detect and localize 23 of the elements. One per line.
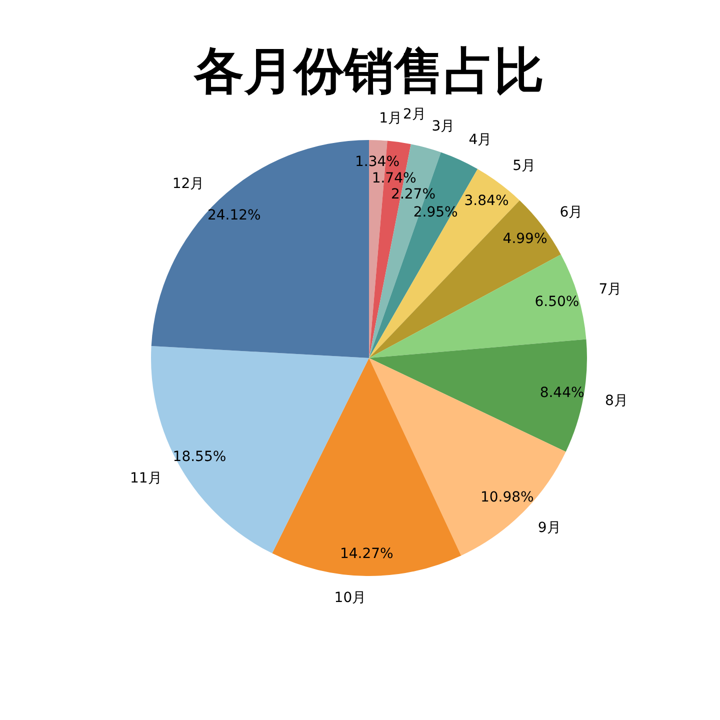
data-label: 14.27% bbox=[340, 546, 394, 562]
data-label: 4.99% bbox=[502, 231, 548, 248]
data-label: 1.74% bbox=[372, 170, 416, 187]
data-label: 3.84% bbox=[464, 192, 509, 209]
slice-label: 2月 bbox=[403, 106, 426, 123]
slice-label: 12月 bbox=[172, 176, 204, 192]
slice-label: 5月 bbox=[512, 158, 536, 174]
slice-label: 4月 bbox=[468, 132, 492, 148]
data-label: 8.44% bbox=[540, 384, 584, 401]
slice-label: 3月 bbox=[432, 118, 455, 135]
slice-label: 7月 bbox=[598, 281, 622, 298]
data-label: 24.12% bbox=[207, 207, 261, 224]
data-label: 6.50% bbox=[534, 294, 580, 310]
slice-label: 9月 bbox=[538, 520, 561, 536]
data-label: 2.27% bbox=[391, 186, 436, 203]
slice-label: 8月 bbox=[604, 392, 628, 409]
data-label: 18.55% bbox=[172, 448, 226, 465]
slice-label: 1月 bbox=[379, 110, 402, 126]
slice-label: 6月 bbox=[560, 204, 583, 221]
slice-label: 11月 bbox=[130, 470, 162, 487]
slice-label: 10月 bbox=[334, 590, 366, 606]
data-label: 10.98% bbox=[480, 489, 534, 506]
chart-title: 各月份销售占比 bbox=[193, 42, 544, 100]
